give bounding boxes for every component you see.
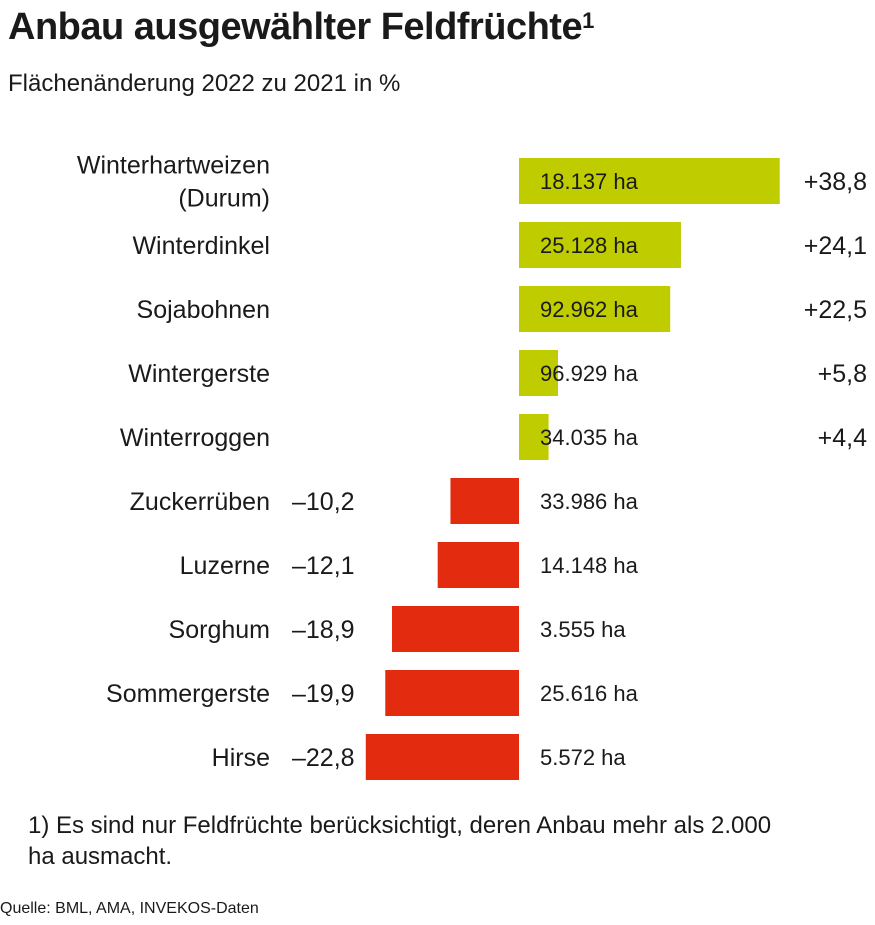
bar [519,414,549,460]
area-label: 3.555 ha [540,617,626,642]
value-label: +4,4 [818,424,867,452]
area-label: 92.962 ha [540,297,639,322]
bar [437,542,519,588]
value-label: –19,9 [292,680,355,708]
bar [391,606,519,652]
bar [519,222,681,268]
title-footnote-mark: 1 [582,8,594,33]
value-label: –12,1 [292,552,355,580]
area-label: 14.148 ha [540,553,639,578]
category-label: Hirse [212,744,270,772]
value-label: –22,8 [292,744,355,772]
area-label: 33.986 ha [540,489,639,514]
category-label: Sojabohnen [137,296,270,324]
value-label: +5,8 [818,360,867,388]
chart-title: Anbau ausgewählter Feldfrüchte1 [8,6,594,48]
area-label: 96.929 ha [540,361,639,386]
area-label: 5.572 ha [540,745,626,770]
value-label: –18,9 [292,616,355,644]
category-label: Luzerne [180,552,270,580]
category-label: Sommergerste [106,680,270,708]
category-label: Wintergerste [128,360,270,388]
area-label: 25.616 ha [540,681,639,706]
bar [519,158,780,204]
category-label: Winterhartweizen [77,152,270,180]
category-label: Winterdinkel [132,232,270,260]
bar [365,734,519,780]
category-label: Zuckerrüben [130,488,270,516]
category-label: Winterroggen [120,424,270,452]
area-label: 18.137 ha [540,169,639,194]
chart-subtitle: Flächenänderung 2022 zu 2021 in % [8,70,401,97]
category-label: (Durum) [178,185,270,213]
category-label: Sorghum [169,616,270,644]
value-label: +22,5 [804,296,867,324]
bar [385,670,519,716]
bar [519,286,671,332]
value-label: +24,1 [804,232,867,260]
value-label: +38,8 [804,168,867,196]
bar [519,350,558,396]
area-label: 34.035 ha [540,425,639,450]
source-note: Quelle: BML, AMA, INVEKOS-Daten [0,900,259,917]
footnote: 1) Es sind nur Feldfrüchte berücksichtig… [28,812,772,870]
bar [450,478,519,524]
area-label: 25.128 ha [540,233,639,258]
value-label: –10,2 [292,488,355,516]
bar-chart: Winterhartweizen (Durum) 18.137 ha +38,8 Win… [77,152,867,780]
